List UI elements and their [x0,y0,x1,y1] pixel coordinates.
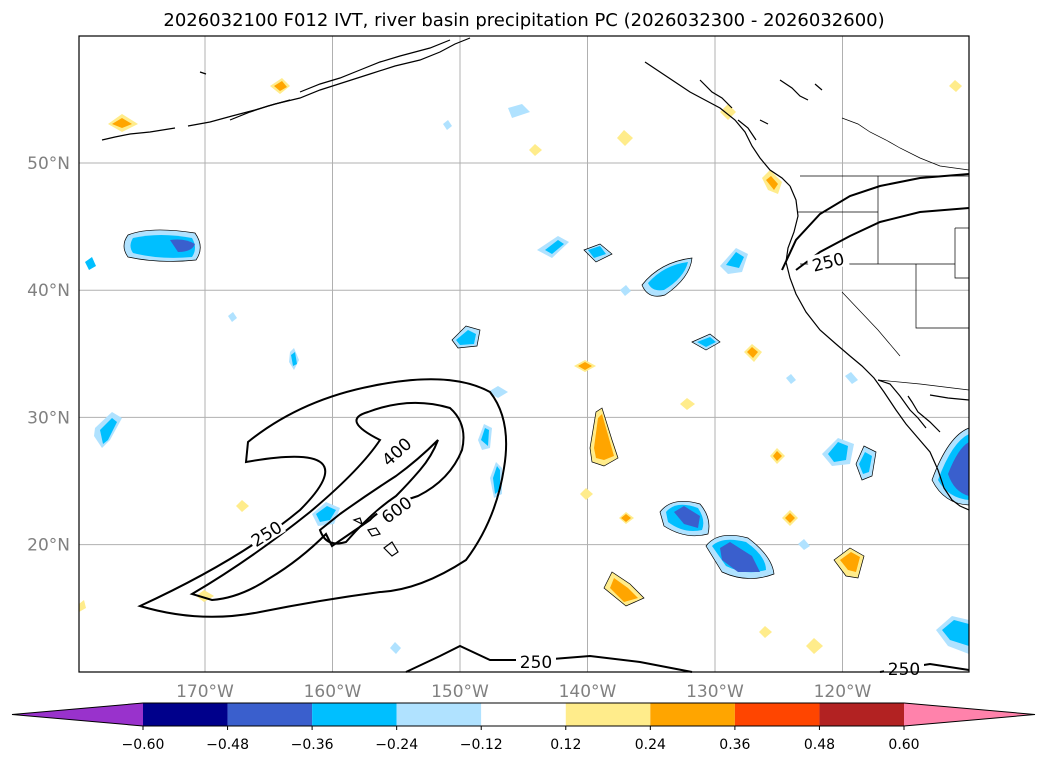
coastlines [101,37,970,557]
ivt-contours [137,173,970,673]
colorbar-tick-label: −0.12 [460,737,503,753]
ivt-contour-labels: 250 400 600 250 250 250 [245,247,924,680]
colorbar-labels: −0.60 −0.48 −0.36 −0.24 −0.12 0.12 0.24 0.36 0.4… [122,737,920,753]
precip-patch [828,442,848,462]
precip-patch [726,252,744,268]
precip-patch [170,239,195,252]
precip-patch [785,513,795,523]
longitude-labels: 170°W 160°W 150°W 140°W 130°W 120°W [176,682,871,702]
precip-patch [786,374,796,384]
lon-tick-label: 130°W [686,682,744,702]
precip-patch [621,514,631,522]
contour-label: 250 [888,660,920,680]
precip-patch [942,620,969,646]
colorbar-segment [819,703,904,726]
precip-outlines [123,229,970,607]
colorbar-segment [650,703,735,726]
precip-patch [316,506,336,522]
precip-patch [291,352,297,366]
precip-patch [594,414,614,460]
precip-patch [674,506,700,528]
precip-patch [456,330,476,345]
lon-tick-label: 170°W [176,682,234,702]
precip-patch [112,118,132,128]
colorbar-tick-label: 0.24 [635,737,666,753]
precip-patch [228,312,237,322]
lon-tick-label: 120°W [814,682,872,702]
precip-patch [236,500,249,512]
precip-patch [493,466,500,494]
precip-patch [545,240,564,254]
precip-patch [390,642,401,654]
lat-tick-label: 30°N [27,408,70,428]
precip-patch [578,362,592,370]
precip-patch [274,81,287,91]
ivt-contour-250-coast [781,173,970,271]
precip-patch [949,80,962,92]
precip-patch [798,539,810,550]
ivt-contour-250-bottom [405,644,693,673]
colorbar-segment [143,703,228,726]
colorbar-tick-label: 0.48 [804,737,835,753]
lat-tick-label: 20°N [27,536,70,556]
precip-patch [773,451,782,461]
lat-tick-label: 40°N [27,281,70,301]
colorbar-tick-label: −0.48 [206,737,249,753]
precip-patch [588,246,606,258]
map-frame [78,35,970,673]
lat-tick-label: 50°N [27,154,70,174]
precip-patch [759,626,772,638]
precip-patch [948,442,969,496]
colorbar [11,702,1036,730]
precip-patch [840,552,860,572]
precip-shading [79,78,969,654]
precip-patch [508,104,530,118]
precip-patch [617,130,633,146]
colorbar-extend-high [904,703,1035,726]
precip-patch [79,600,86,612]
map-background [79,36,969,672]
precip-patch [680,398,695,410]
colorbar-segment [734,703,820,726]
colorbar-tick-label: −0.60 [122,737,165,753]
colorbar-tick-label: −0.24 [375,737,418,753]
colorbar-tick-label: 0.36 [719,737,750,753]
latitude-labels: 50°N 40°N 30°N 20°N [27,154,70,556]
precip-patch [766,176,778,190]
ivt-contour-400 [189,401,465,602]
lon-tick-label: 150°W [431,682,489,702]
colorbar-segment [227,703,313,726]
precip-patch [747,347,758,358]
colorbar-tick-label: 0.12 [550,737,581,753]
precip-patch [620,285,631,296]
colorbar-segment [312,703,397,726]
colorbar-tick-label: −0.36 [291,737,334,753]
precip-patch [481,428,489,446]
precip-patch [845,372,858,384]
precip-patch [443,120,452,130]
precip-patch [648,262,688,291]
colorbar-segment [565,703,651,726]
precip-patch [720,542,760,572]
precip-patch [196,590,214,602]
colorbar-extend-low [12,703,143,726]
precip-patch [806,638,823,654]
precip-patch [85,257,96,270]
precip-patch [100,418,117,444]
colorbar-segment [396,703,482,726]
figure-title: 2026032100 F012 IVT, river basin precipi… [163,10,884,31]
precip-patch [859,452,872,474]
ivt-contour-600 [318,439,439,545]
lon-tick-label: 160°W [304,682,362,702]
precip-patch [580,488,593,500]
precip-patch [610,578,638,602]
colorbar-tick-label: 0.60 [888,737,919,753]
contour-label: 250 [520,653,552,673]
precip-patch [529,144,542,156]
colorbar-segment [481,703,566,726]
precip-patch [697,337,716,347]
ivt-contour-250 [137,378,508,618]
lon-tick-label: 140°W [559,682,617,702]
